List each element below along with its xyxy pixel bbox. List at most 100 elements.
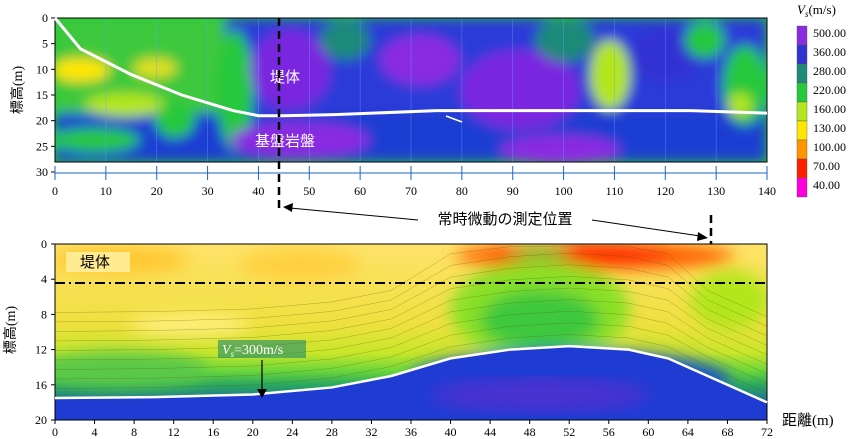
top-x-tick-label: 50	[303, 184, 315, 198]
bottom-y-ticks: 0 4 8 12 16 20	[35, 237, 55, 427]
top-y-tick-label: 25	[36, 139, 48, 153]
colorbar-level-label: 220.00	[813, 83, 846, 97]
bottom-x-tick-label: 40	[445, 425, 457, 439]
top-x-tick-label: 80	[456, 184, 468, 198]
label-embankment-top: 堤体	[270, 69, 300, 86]
colorbar-level-label: 500.00	[813, 26, 846, 40]
bottom-x-tick-label: 0	[52, 425, 58, 439]
bottom-y-tick-label: 0	[41, 237, 47, 251]
annotation-arrow-left	[289, 207, 419, 221]
top-x-ticks: 0 10 20 30 40 50 60 70 80 90 100 110 120 130 140	[52, 166, 776, 198]
colorbar-swatch	[796, 101, 808, 122]
boundary-pointer-arrow	[445, 115, 463, 123]
bottom-contour-line	[55, 276, 767, 346]
top-x-tick-label: 70	[405, 184, 417, 198]
bottom-y-axis-label: 標高(m)	[2, 306, 19, 355]
colorbar-level-label: 130.00	[813, 121, 846, 135]
top-y-axis-label: 標高(m)	[9, 66, 26, 115]
colorbar-swatch	[796, 177, 808, 198]
top-y-tick-label: 0	[42, 11, 48, 25]
measurement-position-label: 常時微動の測定位置	[437, 211, 572, 228]
top-x-tick-label: 130	[707, 184, 725, 198]
vs-300-label: Vs=300m/s	[222, 343, 283, 359]
top-x-tick-label: 140	[758, 184, 776, 198]
colorbar-swatch	[796, 25, 808, 46]
top-velocity-field	[55, 18, 767, 162]
bottom-x-tick-label: 20	[247, 425, 259, 439]
embankment-bedrock-boundary-line	[53, 17, 768, 118]
colorbar-swatch	[796, 82, 808, 103]
bottom-contour-line	[55, 252, 767, 327]
colorbar-level-label: 40.00	[813, 178, 840, 192]
vs300-contour-line	[54, 344, 768, 404]
bottom-contours	[55, 246, 767, 394]
bottom-x-tick-label: 44	[484, 425, 496, 439]
bottom-contour-line	[55, 310, 767, 375]
top-y-tick-label: 20	[36, 114, 48, 128]
top-x-tick-label: 0	[52, 184, 58, 198]
bottom-y-tick-label: 20	[35, 413, 47, 427]
bottom-x-tick-label: 16	[207, 425, 219, 439]
label-embankment-bottom: 堤体	[80, 254, 110, 271]
bottom-y-tick-label: 4	[41, 272, 47, 286]
bottom-x-tick-label: 68	[721, 425, 733, 439]
top-x-tick-label: 100	[555, 184, 573, 198]
colorbar-title: Vs(m/s)	[797, 2, 836, 19]
bottom-x-tick-label: 60	[642, 425, 654, 439]
bottom-x-tick-label: 8	[131, 425, 137, 439]
top-y-tick-label: 5	[42, 37, 48, 51]
top-y-tick-label: 10	[36, 62, 48, 76]
colorbar-swatch	[796, 63, 808, 84]
bottom-x-tick-label: 72	[761, 425, 773, 439]
colorbar-swatch	[796, 120, 808, 141]
vs-label-arrowhead	[257, 389, 267, 398]
colorbar-level-label: 70.00	[813, 159, 840, 173]
colorbar-level-label: 360.00	[813, 45, 846, 59]
top-panel: 0 5 10 15 20 25 30 0 10 20 30 40 50 60 70 80 90 100 110 12…	[9, 11, 776, 198]
colorbar-swatches: 500.00 360.00 280.00 220.00 160.00 130.00 100.…	[796, 25, 846, 198]
bottom-x-ticks: 0 4 8 12 16 20 24 28 32 36 40 44 48 52 56 60 64 68 72	[52, 420, 773, 439]
bottom-x-tick-label: 52	[563, 425, 575, 439]
top-x-tick-label: 110	[606, 184, 624, 198]
top-plot-frame	[54, 17, 768, 163]
label-bedrock: 基盤岩盤	[255, 133, 315, 150]
bottom-velocity-field	[55, 244, 767, 420]
top-x-tick-label: 60	[354, 184, 366, 198]
colorbar-level-label: 280.00	[813, 64, 846, 78]
colorbar-level-label: 160.00	[813, 102, 846, 116]
bottom-y-tick-label: 16	[35, 378, 47, 392]
colorbar-level-label: 100.00	[813, 140, 846, 154]
vs-label-box	[218, 340, 306, 358]
bottom-x-tick-label: 32	[365, 425, 377, 439]
colorbar-swatch	[796, 158, 808, 179]
bottom-x-tick-label: 28	[326, 425, 338, 439]
bottom-x-tick-label: 56	[603, 425, 615, 439]
bottom-contour-line	[55, 322, 767, 384]
bottom-contour-line	[55, 334, 767, 394]
top-x-tick-label: 90	[507, 184, 519, 198]
top-x-tick-label: 40	[252, 184, 264, 198]
bottom-y-tick-label: 8	[41, 307, 47, 321]
embankment-label-box	[66, 252, 130, 272]
bottom-x-tick-label: 48	[524, 425, 536, 439]
bottom-contour-line	[55, 264, 767, 337]
top-y-ticks: 0 5 10 15 20 25 30	[36, 11, 55, 179]
top-x-tick-label: 10	[100, 184, 112, 198]
colorbar-swatch	[796, 44, 808, 65]
bottom-x-tick-label: 12	[168, 425, 180, 439]
bottom-y-tick-label: 12	[35, 343, 47, 357]
top-grid	[55, 18, 767, 162]
arrowhead-left	[283, 203, 293, 212]
top-y-tick-label: 15	[36, 88, 48, 102]
top-x-tick-label: 120	[656, 184, 674, 198]
bottom-x-tick-label: 36	[405, 425, 417, 439]
bottom-contour-line	[55, 246, 767, 318]
colorbar-swatch	[796, 139, 808, 160]
bottom-x-tick-label: 64	[682, 425, 694, 439]
top-x-tick-label: 30	[202, 184, 214, 198]
colorbar: Vs(m/s) 500.00 360.00 280.00 220.00 160.00 13…	[796, 2, 846, 198]
bottom-x-tick-label: 24	[286, 425, 298, 439]
top-x-tick-label: 20	[151, 184, 163, 198]
